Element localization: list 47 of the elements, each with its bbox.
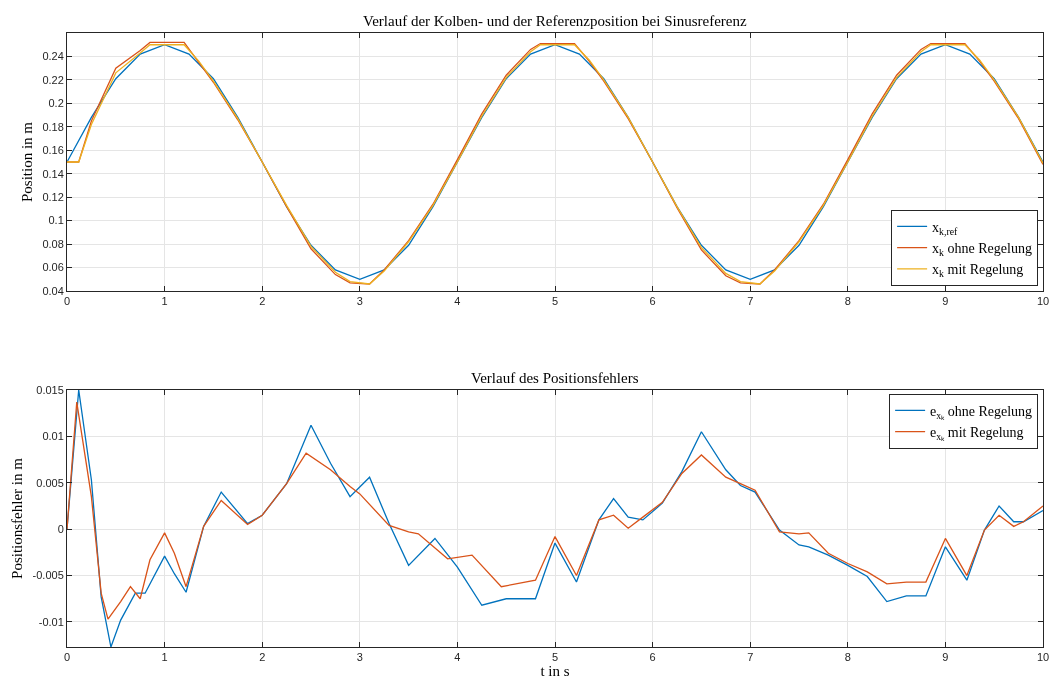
y-tick-label: -0.01 bbox=[38, 615, 64, 628]
x-tick-label: 5 bbox=[551, 651, 559, 664]
y-tick-label: 0.24 bbox=[42, 50, 64, 63]
x-tick-label: 10 bbox=[1036, 295, 1050, 308]
y-tick-label: 0 bbox=[57, 523, 64, 536]
x-tick-label: 2 bbox=[259, 651, 266, 664]
y-tick-label: 0.08 bbox=[42, 237, 64, 250]
y-tick-label: 0.06 bbox=[42, 261, 64, 274]
legend-label: e$_{xₖ}$ ohne Regelung bbox=[930, 403, 1033, 421]
x-tick-label: 4 bbox=[454, 651, 461, 664]
legend-label: e$_{xₖ}$ mit Regelung bbox=[930, 425, 1024, 443]
x-tick-label: 5 bbox=[551, 295, 559, 308]
y-tick-label: 0.005 bbox=[36, 476, 64, 489]
y-tick-label: 0.2 bbox=[48, 97, 64, 110]
legend-label: x$_{k}$ ohne Regelung bbox=[932, 241, 1032, 259]
x-axis-title: t in s bbox=[540, 663, 570, 680]
chart-title: Verlauf des Positionsfehlers bbox=[471, 370, 639, 386]
y-tick-label: 0.14 bbox=[42, 167, 64, 180]
y-tick-label: 0.12 bbox=[42, 191, 64, 204]
x-tick-label: 9 bbox=[942, 651, 949, 664]
x-tick-label: 2 bbox=[259, 295, 266, 308]
x-tick-label: 9 bbox=[942, 295, 949, 308]
x-tick-label: 7 bbox=[747, 295, 754, 308]
legend-label: x$_{k}$ mit Regelung bbox=[932, 262, 1024, 280]
x-tick-label: 1 bbox=[161, 651, 168, 664]
x-tick-label: 1 bbox=[161, 295, 168, 308]
x-tick-label: 8 bbox=[844, 295, 851, 308]
y-tick-label: 0.22 bbox=[42, 73, 64, 86]
y-tick-label: 0.18 bbox=[42, 120, 64, 133]
chart-title: Verlauf der Kolben- und der Referenzposition bei Sinusreferenz bbox=[363, 13, 747, 29]
x-tick-label: 3 bbox=[356, 651, 363, 664]
y-axis-title: Positionsfehler in m bbox=[8, 457, 25, 579]
y-axis-title: Position in m bbox=[18, 121, 35, 203]
y-tick-label: 0.01 bbox=[42, 430, 64, 443]
x-tick-label: 10 bbox=[1036, 651, 1050, 664]
y-tick-label: 0.04 bbox=[42, 284, 64, 297]
y-tick-label: -0.005 bbox=[32, 569, 64, 582]
x-tick-label: 6 bbox=[649, 295, 656, 308]
x-tick-label: 4 bbox=[454, 295, 461, 308]
y-tick-label: 0.015 bbox=[36, 383, 64, 396]
x-tick-label: 6 bbox=[649, 651, 656, 664]
y-tick-label: 0.1 bbox=[48, 214, 64, 227]
y-tick-label: 0.16 bbox=[42, 144, 64, 157]
legend-label: x$_{k,ref}$ bbox=[932, 219, 959, 237]
x-tick-label: 3 bbox=[356, 295, 363, 308]
x-tick-label: 7 bbox=[747, 651, 754, 664]
x-tick-label: 8 bbox=[844, 651, 851, 664]
